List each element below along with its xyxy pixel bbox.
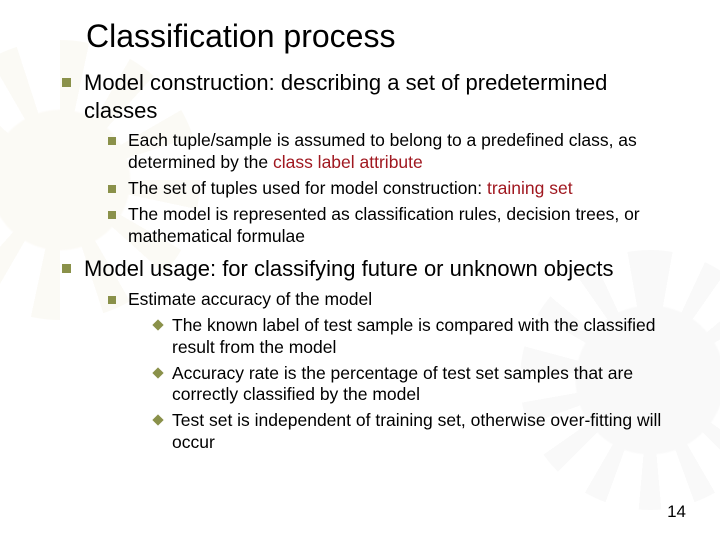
body-text: The known label of test sample is compar… [172, 315, 655, 357]
body-text: Model construction: describing a set of … [84, 70, 607, 123]
body-text: The set of tuples used for model constru… [128, 178, 487, 198]
body-text: Test set is independent of training set,… [172, 410, 661, 452]
highlight-text: class label attribute [273, 152, 423, 172]
bullet-list-level3: The known label of test sample is compar… [154, 315, 680, 454]
list-item: Model usage: for classifying future or u… [62, 255, 680, 454]
body-text: Accuracy rate is the percentage of test … [172, 363, 633, 405]
list-item: The known label of test sample is compar… [154, 315, 680, 359]
list-item: Estimate accuracy of the model The known… [108, 289, 680, 454]
slide-container: Classification process Model constructio… [0, 0, 720, 540]
list-item: Test set is independent of training set,… [154, 410, 680, 454]
highlight-text: training set [487, 178, 573, 198]
list-item: The model is represented as classificati… [108, 204, 680, 248]
list-item: Model construction: describing a set of … [62, 69, 680, 247]
list-item: The set of tuples used for model constru… [108, 178, 680, 200]
bullet-list-level1: Model construction: describing a set of … [62, 69, 680, 454]
bullet-list-level2: Each tuple/sample is assumed to belong t… [108, 130, 680, 247]
list-item: Accuracy rate is the percentage of test … [154, 363, 680, 407]
bullet-list-level2: Estimate accuracy of the model The known… [108, 289, 680, 454]
body-text: Model usage: for classifying future or u… [84, 256, 614, 281]
page-number: 14 [667, 502, 686, 522]
list-item: Each tuple/sample is assumed to belong t… [108, 130, 680, 174]
body-text: The model is represented as classificati… [128, 204, 640, 246]
slide-title: Classification process [86, 18, 680, 55]
body-text: Estimate accuracy of the model [128, 289, 372, 309]
